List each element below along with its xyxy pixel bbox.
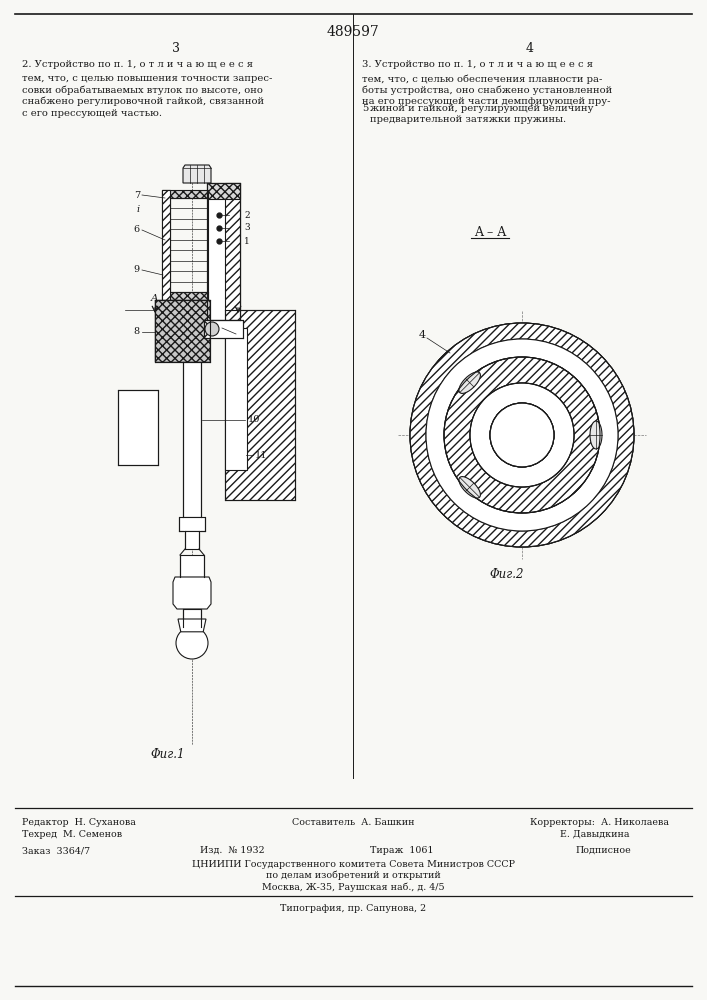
Text: 3. Устройство по п. 1, о т л и ч а ю щ е е с я: 3. Устройство по п. 1, о т л и ч а ю щ е…	[362, 60, 593, 69]
Text: Редактор  Н. Суханова: Редактор Н. Суханова	[22, 818, 136, 827]
Text: Составитель  А. Башкин: Составитель А. Башкин	[292, 818, 414, 827]
Circle shape	[426, 339, 618, 531]
Polygon shape	[459, 477, 480, 498]
Polygon shape	[590, 421, 602, 449]
Circle shape	[205, 322, 219, 336]
Circle shape	[490, 403, 554, 467]
Polygon shape	[173, 577, 211, 609]
Text: A: A	[151, 294, 159, 303]
Text: Техред  М. Семенов: Техред М. Семенов	[22, 830, 122, 839]
Circle shape	[490, 403, 554, 467]
Text: 10: 10	[248, 416, 260, 424]
Text: 9: 9	[134, 265, 140, 274]
Text: 3: 3	[172, 41, 180, 54]
Text: 8: 8	[134, 328, 140, 336]
Text: Φиг.1: Φиг.1	[151, 748, 185, 762]
Text: 5: 5	[240, 332, 246, 340]
Text: 3: 3	[244, 224, 250, 232]
Bar	[118, 390, 158, 465]
Text: A: A	[234, 294, 242, 303]
Bar	[162, 190, 170, 300]
Text: 1: 1	[244, 236, 250, 245]
Polygon shape	[178, 619, 206, 632]
Text: Москва, Ж-35, Раушская наб., д. 4/5: Москва, Ж-35, Раушская наб., д. 4/5	[262, 882, 444, 892]
Text: 489597: 489597	[327, 25, 380, 39]
Text: 2. Устройство по п. 1, о т л и ч а ю щ е е с я: 2. Устройство по п. 1, о т л и ч а ю щ е…	[22, 60, 253, 69]
Text: 7: 7	[134, 190, 140, 200]
Text: тем, что, с целью повышения точности запрес-
совки обрабатываемых втулок по высо: тем, что, с целью повышения точности зап…	[22, 74, 272, 118]
Bar	[204, 320, 243, 338]
Bar	[162, 190, 208, 198]
Bar	[185, 531, 199, 549]
Polygon shape	[459, 372, 481, 393]
Text: по делам изобретений и открытий: по делам изобретений и открытий	[266, 871, 440, 880]
Bar	[155, 300, 210, 362]
Bar	[162, 292, 208, 300]
Text: A – A: A – A	[474, 226, 506, 238]
Bar	[183, 609, 201, 627]
Text: Типография, пр. Сапунова, 2: Типография, пр. Сапунова, 2	[280, 904, 426, 913]
Bar	[225, 328, 247, 470]
Bar	[162, 190, 170, 300]
Text: Φиг.2: Φиг.2	[490, 568, 525, 582]
Bar	[155, 300, 210, 362]
Bar	[183, 362, 201, 517]
Circle shape	[176, 627, 208, 659]
Polygon shape	[183, 165, 211, 183]
Text: 5: 5	[362, 104, 368, 113]
Text: 11: 11	[255, 450, 267, 460]
Text: Подписное: Подписное	[575, 846, 631, 855]
Text: Корректоры:  А. Николаева: Корректоры: А. Николаева	[530, 818, 669, 827]
Bar	[207, 183, 240, 199]
Text: ЦНИИПИ Государственного комитета Совета Министров СССР: ЦНИИПИ Государственного комитета Совета …	[192, 860, 515, 869]
Text: 4: 4	[526, 41, 534, 54]
Bar	[180, 555, 204, 577]
Circle shape	[470, 383, 574, 487]
Text: 4: 4	[419, 330, 426, 340]
Text: жиной и гайкой, регулирующей величину
предварительной затяжки пружины.: жиной и гайкой, регулирующей величину пр…	[370, 104, 593, 124]
Text: 2: 2	[244, 211, 250, 220]
Circle shape	[410, 323, 634, 547]
Bar	[207, 183, 240, 320]
Bar	[179, 517, 205, 531]
Text: Тираж  1061: Тираж 1061	[370, 846, 433, 855]
Bar	[225, 310, 295, 500]
Text: Изд.  № 1932: Изд. № 1932	[200, 846, 264, 855]
Text: тем, что, с целью обеспечения плавности ра-
боты устройства, оно снабжено устано: тем, что, с целью обеспечения плавности …	[362, 74, 612, 106]
Text: Е. Давыдкина: Е. Давыдкина	[560, 830, 629, 839]
Text: 6: 6	[134, 226, 140, 234]
Bar	[225, 183, 240, 320]
Text: Заказ  3364/7: Заказ 3364/7	[22, 846, 90, 855]
Text: i: i	[137, 206, 140, 215]
